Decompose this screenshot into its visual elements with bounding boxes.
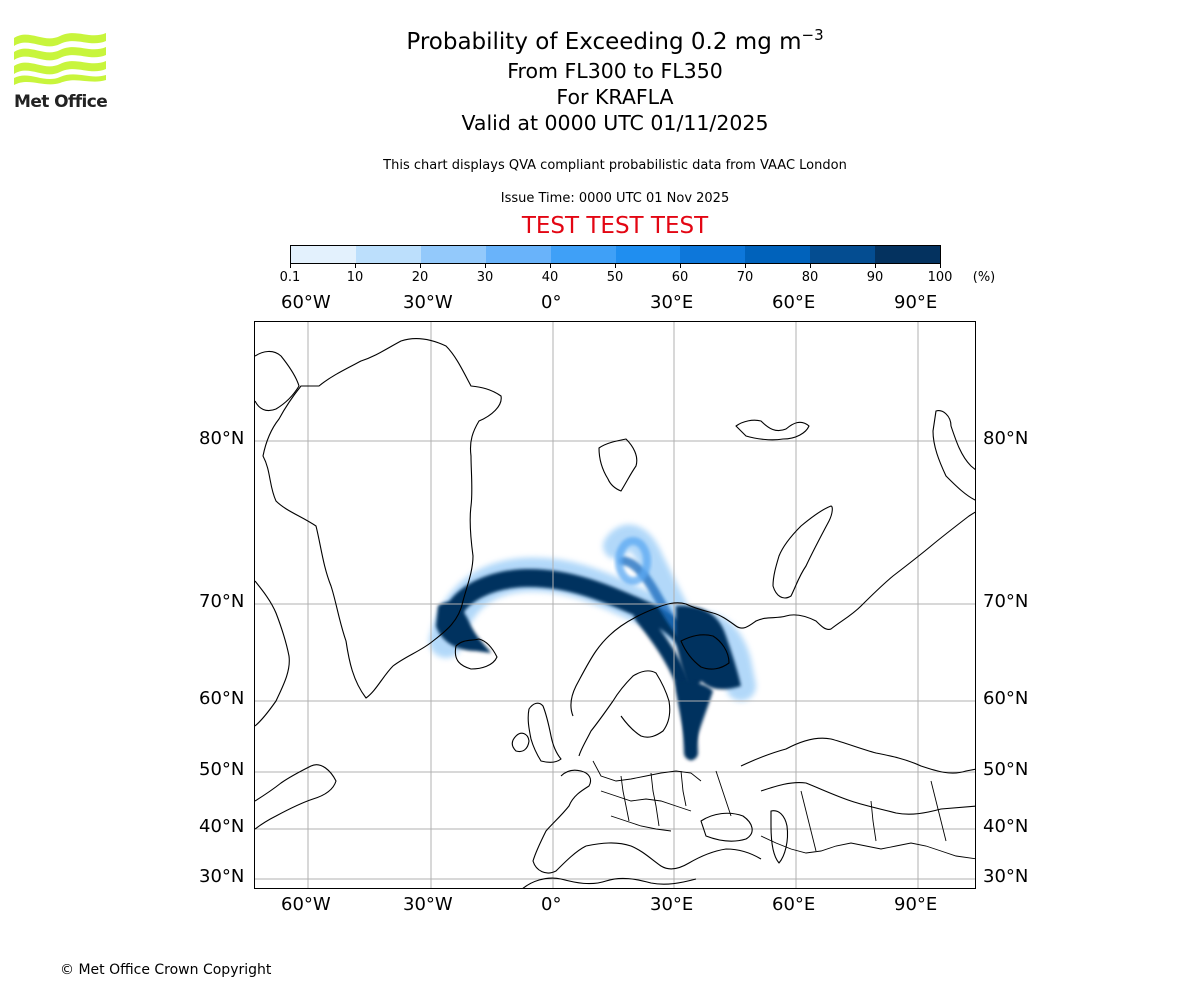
lat-label: 80°N (199, 428, 245, 449)
colorbar-tick (485, 263, 486, 268)
lon-label: 30°E (650, 292, 694, 313)
lat-label: 80°N (983, 428, 1029, 449)
compliance-note: This chart displays QVA compliant probab… (383, 158, 847, 173)
colorbar-tick (745, 263, 746, 268)
chart-title: Probability of Exceeding 0.2 mg m−3 (300, 26, 930, 58)
lat-label: 70°N (983, 591, 1029, 612)
colorbar-segment (291, 246, 356, 263)
chart-title-block: Probability of Exceeding 0.2 mg m−3 From… (300, 26, 930, 136)
test-banner: TEST TEST TEST (521, 213, 709, 239)
lat-label: 40°N (983, 816, 1029, 837)
ash-plume (429, 524, 756, 761)
colorbar-tick (680, 263, 681, 268)
colorbar (290, 245, 941, 264)
colorbar-tick (550, 263, 551, 268)
map-svg (255, 322, 975, 888)
colorbar-segment (615, 246, 681, 263)
lon-label: 0° (541, 292, 562, 313)
issue-time: Issue Time: 0000 UTC 01 Nov 2025 (500, 191, 730, 206)
country-borders (592, 760, 975, 860)
colorbar-tick (615, 263, 616, 268)
colorbar-segment (810, 246, 876, 263)
colorbar-unit: (%) (972, 270, 996, 285)
met-office-logo: Met Office (14, 30, 108, 112)
colorbar-segment (420, 246, 486, 263)
volcano-name: For KRAFLA (556, 85, 674, 109)
colorbar-tick (355, 263, 356, 268)
colorbar-label: 0.1 (279, 270, 301, 285)
lat-label: 40°N (199, 816, 245, 837)
colorbar-label: 10 (346, 270, 364, 285)
colorbar-segment (550, 246, 616, 263)
map-panel[interactable] (254, 321, 976, 889)
colorbar-segment (355, 246, 421, 263)
colorbar-tick (810, 263, 811, 268)
lon-label: 90°E (894, 292, 938, 313)
logo-text: Met Office (14, 92, 108, 112)
lat-label: 30°N (199, 866, 245, 887)
coastlines (255, 337, 975, 888)
valid-time: Valid at 0000 UTC 01/11/2025 (461, 111, 769, 135)
lon-label: 30°E (650, 894, 694, 915)
colorbar-segment (485, 246, 551, 263)
lat-label: 30°N (983, 866, 1029, 887)
colorbar-label: 30 (476, 270, 494, 285)
graticule (255, 322, 975, 888)
colorbar-label: 70 (736, 270, 754, 285)
copyright-footer: © Met Office Crown Copyright (60, 962, 272, 978)
lon-label: 60°E (772, 292, 816, 313)
lon-label: 60°W (281, 292, 331, 313)
colorbar-label: 60 (671, 270, 689, 285)
colorbar-tick (420, 263, 421, 268)
lon-label: 60°W (281, 894, 331, 915)
lon-label: 90°E (894, 894, 938, 915)
lat-label: 60°N (199, 688, 245, 709)
colorbar-tick (875, 263, 876, 268)
level-range: From FL300 to FL350 (507, 59, 723, 83)
lat-label: 50°N (199, 759, 245, 780)
colorbar-label: 40 (541, 270, 559, 285)
colorbar-segment (745, 246, 811, 263)
lon-label: 0° (541, 894, 562, 915)
lat-label: 70°N (199, 591, 245, 612)
colorbar-segment (875, 246, 941, 263)
colorbar-segment (680, 246, 746, 263)
colorbar-label: 90 (866, 270, 884, 285)
lat-label: 60°N (983, 688, 1029, 709)
colorbar-tick (940, 263, 941, 268)
colorbar-label: 20 (411, 270, 429, 285)
colorbar-label: 50 (606, 270, 624, 285)
chart-title-text: Probability of Exceeding 0.2 mg m (406, 29, 802, 55)
lon-label: 30°W (403, 292, 453, 313)
lat-label: 50°N (983, 759, 1029, 780)
lon-label: 30°W (403, 894, 453, 915)
colorbar-tick (290, 263, 291, 268)
lon-label: 60°E (772, 894, 816, 915)
colorbar-label: 80 (801, 270, 819, 285)
met-office-waves-icon (14, 33, 106, 85)
title-superscript: −3 (801, 26, 824, 44)
colorbar-label: 100 (927, 270, 953, 285)
